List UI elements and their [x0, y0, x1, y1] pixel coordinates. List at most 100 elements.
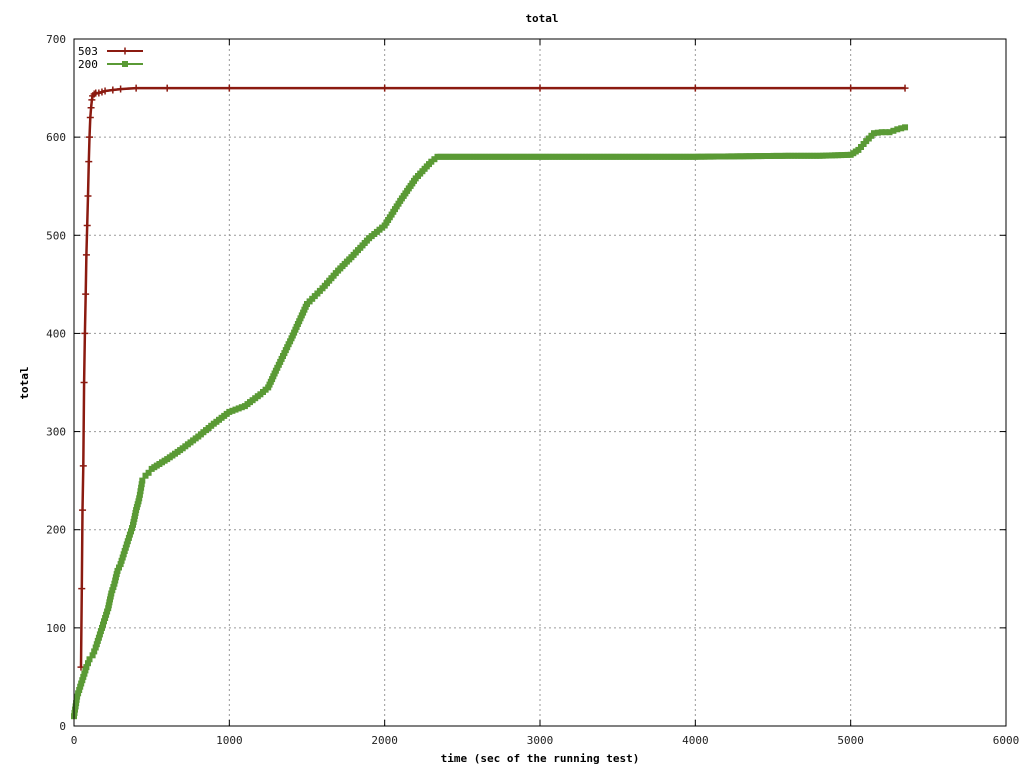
data-point — [801, 152, 808, 159]
data-point — [844, 151, 851, 158]
data-point — [137, 488, 144, 495]
data-point — [77, 663, 85, 671]
data-point — [97, 628, 104, 635]
x-tick-label: 4000 — [682, 734, 709, 747]
data-point — [84, 192, 92, 200]
data-point — [125, 534, 132, 541]
data-point — [671, 153, 677, 160]
data-point — [79, 462, 87, 470]
data-point — [93, 641, 100, 648]
data-point — [88, 96, 96, 104]
data-point — [104, 608, 111, 615]
axes: 0 100 200 300 400 500 600 700 0 1000 2000 3000 4000 5… — [46, 33, 1019, 747]
data-point — [597, 153, 604, 160]
legend-label: 200 — [78, 58, 98, 71]
data-point — [901, 84, 909, 92]
data-point — [878, 129, 885, 136]
data-point — [100, 621, 106, 628]
data-point — [138, 484, 145, 491]
x-tick-label: 1000 — [216, 734, 243, 747]
data-point — [431, 156, 438, 163]
data-point — [102, 615, 109, 621]
data-point — [536, 84, 544, 92]
data-point — [552, 153, 559, 160]
data-point — [73, 700, 80, 707]
data-point — [76, 687, 83, 693]
series-503 — [77, 84, 909, 671]
data-point — [89, 652, 96, 659]
data-point — [658, 153, 665, 160]
data-point — [686, 153, 693, 160]
data-point — [101, 87, 109, 95]
data-point — [652, 153, 659, 160]
data-point — [613, 153, 620, 160]
data-point — [78, 585, 86, 593]
y-tick-label: 200 — [46, 524, 66, 537]
data-point — [825, 152, 832, 159]
data-point — [874, 129, 881, 136]
series-layer — [71, 84, 909, 720]
y-axis-label: total — [18, 366, 31, 399]
data-point — [109, 86, 117, 94]
data-point — [664, 153, 671, 160]
data-point — [124, 538, 131, 545]
data-point — [829, 152, 835, 159]
data-point — [791, 152, 798, 159]
data-point — [139, 477, 146, 484]
data-point — [114, 567, 121, 574]
data-point — [506, 153, 513, 160]
data-point — [136, 495, 143, 502]
data-point — [604, 153, 610, 160]
data-point — [75, 690, 82, 697]
x-tick-label: 3000 — [527, 734, 554, 747]
chart-title: total — [525, 12, 558, 25]
data-point — [126, 531, 133, 538]
data-point — [121, 548, 128, 554]
y-tick-label: 400 — [46, 327, 66, 340]
data-point — [810, 152, 817, 159]
data-point — [99, 624, 105, 631]
data-point — [847, 84, 855, 92]
data-point — [73, 696, 80, 703]
data-point — [785, 152, 792, 159]
data-point — [691, 84, 699, 92]
data-point — [819, 152, 826, 159]
data-point — [108, 590, 115, 597]
data-point — [226, 408, 233, 415]
data-point — [163, 84, 171, 92]
data-point — [82, 290, 90, 298]
data-point — [95, 89, 103, 97]
data-point — [101, 618, 107, 625]
data-point — [890, 127, 897, 134]
data-point — [573, 153, 580, 160]
data-point — [80, 673, 87, 680]
data-point — [882, 129, 889, 136]
data-point — [546, 153, 553, 160]
data-point — [619, 153, 626, 160]
data-point — [117, 561, 124, 568]
data-point — [381, 84, 389, 92]
data-point — [95, 634, 102, 641]
data-point — [78, 680, 85, 687]
data-point — [72, 703, 79, 710]
data-point — [116, 564, 122, 571]
data-point — [82, 251, 90, 259]
data-point — [142, 472, 149, 479]
data-point — [123, 541, 130, 548]
series-line — [79, 86, 905, 668]
data-point — [145, 469, 152, 476]
data-point — [804, 152, 811, 159]
series-200 — [71, 124, 909, 720]
data-point — [91, 648, 98, 655]
data-point — [86, 114, 94, 122]
data-point — [112, 574, 119, 581]
data-point — [120, 551, 127, 558]
data-point — [902, 124, 909, 131]
y-tick-label: 300 — [46, 426, 66, 439]
data-point — [83, 221, 91, 229]
y-tick-label: 600 — [46, 131, 66, 144]
data-point — [229, 407, 236, 414]
y-tick-label: 500 — [46, 229, 66, 242]
x-tick-label: 5000 — [837, 734, 864, 747]
